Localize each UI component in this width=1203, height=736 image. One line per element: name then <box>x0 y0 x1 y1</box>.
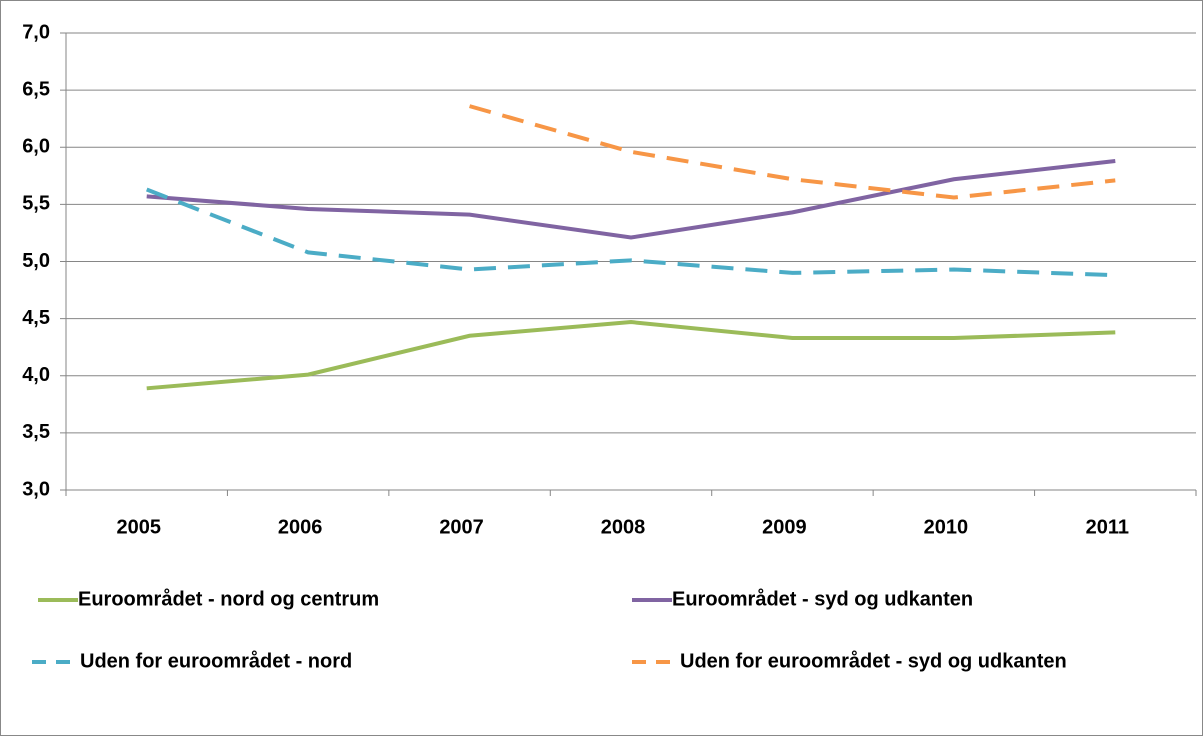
x-tick-label: 2007 <box>439 516 484 538</box>
legend-label: Euroområdet - syd og udkanten <box>672 587 973 610</box>
y-tick-label: 7,0 <box>22 21 50 43</box>
y-tick-label: 4,5 <box>22 307 50 329</box>
legend-label: Euroområdet - nord og centrum <box>78 587 379 610</box>
series-line <box>146 158 1116 240</box>
series-line <box>145 187 1116 278</box>
y-tick-label: 6,0 <box>22 136 50 158</box>
x-tick-label: 2011 <box>1086 516 1129 538</box>
y-tick-label: 6,5 <box>22 78 50 100</box>
y-tick-label: 5,5 <box>22 193 50 215</box>
x-tick-label: 2009 <box>762 516 807 538</box>
x-tick-label: 2006 <box>278 516 323 538</box>
legend-label: Uden for euroområdet - syd og udkanten <box>680 649 1067 672</box>
series-line <box>146 320 1116 391</box>
y-tick-label: 3,5 <box>22 421 50 443</box>
x-tick-label: 2010 <box>924 516 969 538</box>
y-tick-label: 3,0 <box>22 478 50 500</box>
x-tick-label: 2008 <box>601 516 646 538</box>
legend-label: Uden for euroområdet - nord <box>80 649 352 672</box>
x-tick-label: 2005 <box>116 516 161 538</box>
y-tick-label: 4,0 <box>22 364 50 386</box>
y-tick-label: 5,0 <box>22 250 50 272</box>
series-line <box>469 104 1116 200</box>
